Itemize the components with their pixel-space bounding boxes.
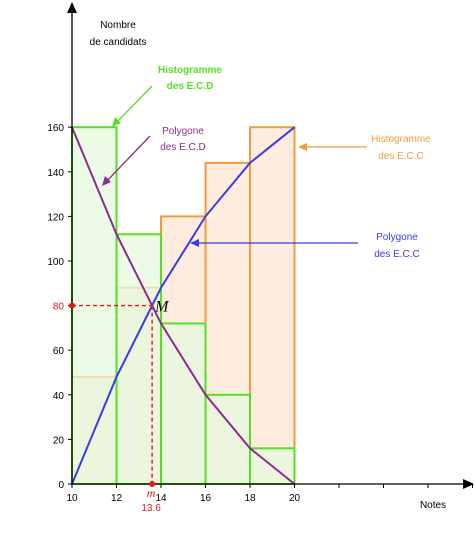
annotation-poly-ecd-arrowhead <box>102 176 111 186</box>
median-y-label: 80 <box>53 302 65 313</box>
annotation-poly-ecd-line2: des E.C.D <box>160 142 206 153</box>
x-tick-label: 16 <box>200 493 212 504</box>
polygon-ecc-line <box>71 126 296 485</box>
median-x-value: 13.6 <box>141 503 161 514</box>
annotation-hist-ecc-arrowhead <box>298 143 307 151</box>
histogram-ecd-bar <box>160 322 207 485</box>
x-tick-label: 20 <box>289 493 301 504</box>
median-construction: 80 m 13.6 M <box>53 299 170 514</box>
histogram-layer <box>71 126 296 486</box>
x-tick-label: 12 <box>111 493 123 504</box>
median-y-marker <box>69 302 75 309</box>
y-axis-title-line2: de candidats <box>90 37 147 48</box>
y-tick-label: 0 <box>58 480 64 491</box>
annotation-hist-ecd-arrowhead <box>112 117 121 127</box>
annotation-hist-ecd-line2: des E.C.D <box>167 81 214 92</box>
y-tick-label: 160 <box>47 123 64 134</box>
y-tick-label: 40 <box>53 391 65 402</box>
x-axis-title: Notes <box>420 500 446 511</box>
x-tick-label: 14 <box>155 493 167 504</box>
median-x-symbol: m <box>147 486 156 500</box>
y-tick-label: 100 <box>47 257 64 268</box>
histogram-ecc-bar <box>249 126 296 485</box>
annotation-hist-ecc-line1: Histogramme <box>371 134 431 145</box>
histogram-ecd-bar <box>115 233 162 485</box>
median-point-label: M <box>154 299 170 316</box>
annotation-poly-ecd-line1: Polygone <box>162 126 204 137</box>
y-axis-arrowhead <box>67 2 77 13</box>
median-x-marker <box>149 481 156 487</box>
annotation-hist-ecd-arrow <box>113 85 153 126</box>
annotation-poly-ecc-line2: des E.C.C <box>374 249 420 260</box>
polygon-ecd-line <box>71 126 296 485</box>
axes: 0 20 40 60 100 120 140 160 10 12 14 16 18 20 <box>47 2 474 504</box>
y-tick-label: 140 <box>47 168 64 179</box>
x-tick-label: 10 <box>66 493 78 504</box>
annotation-hist-ecd-line1: Histogramme <box>158 65 222 76</box>
annotation-poly-ecd-arrow <box>103 135 151 185</box>
annotation-hist-ecc-line2: des E.C.C <box>378 151 424 162</box>
polygon-layer <box>71 126 296 485</box>
annotation-poly-ecc-line1: Polygone <box>376 232 418 243</box>
y-tick-label: 60 <box>53 346 65 357</box>
y-axis-title-line1: Nombre <box>100 20 136 31</box>
x-tick-label: 18 <box>244 493 256 504</box>
y-tick-label: 120 <box>47 212 64 223</box>
x-axis-arrowhead <box>463 479 474 489</box>
annotation-poly-ecc-arrowhead <box>190 239 199 247</box>
y-tick-label: 20 <box>53 435 65 446</box>
